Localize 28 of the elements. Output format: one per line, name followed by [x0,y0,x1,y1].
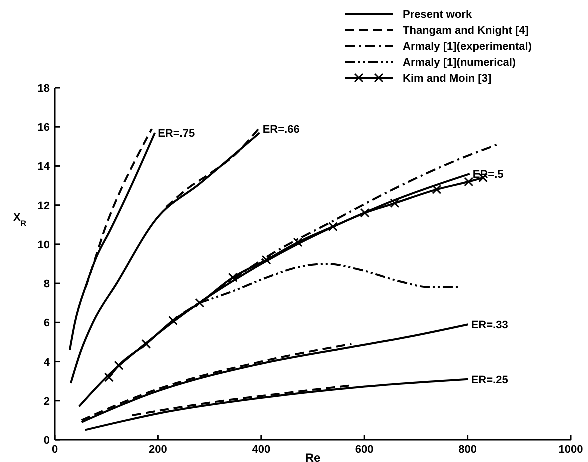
legend-label: Armaly [1](experimental) [403,41,532,53]
legend-label: Kim and Moin [3] [403,73,492,85]
x-tick-label: 400 [252,444,271,456]
annotation: ER=.66 [262,124,300,136]
y-tick-label: 6 [44,318,50,330]
x-axis-title: Re [305,451,321,462]
y-tick-label: 12 [38,200,50,212]
y-axis-title: X$_{R}$ [14,212,27,228]
annotation: ER=.25 [471,374,508,386]
y-tick-label: 14 [38,161,51,174]
annotation: ER=.75 [158,128,196,140]
x-tick-label: 0 [52,444,58,456]
annotation: ER=.5 [472,169,504,182]
x-tick-label: 600 [355,444,374,456]
y-tick-label: 10 [38,239,50,252]
annotation: ER=.33 [471,320,508,332]
y-tick-label: 16 [38,122,50,134]
x-tick-label: 200 [149,444,168,456]
legend-label: Present work [403,9,473,21]
legend-label: Thangam and Knight [4] [403,25,530,37]
x-tick-label: 1000 [558,444,584,456]
legend-label: Armaly [1](numerical) [403,57,516,69]
x-tick-label: 800 [458,444,477,456]
y-tick-label: 0 [44,435,50,447]
y-tick-label: 2 [44,396,50,408]
y-tick-label: 4 [44,356,51,369]
y-tick-label: 18 [38,83,50,95]
y-tick-label: 8 [44,278,50,291]
